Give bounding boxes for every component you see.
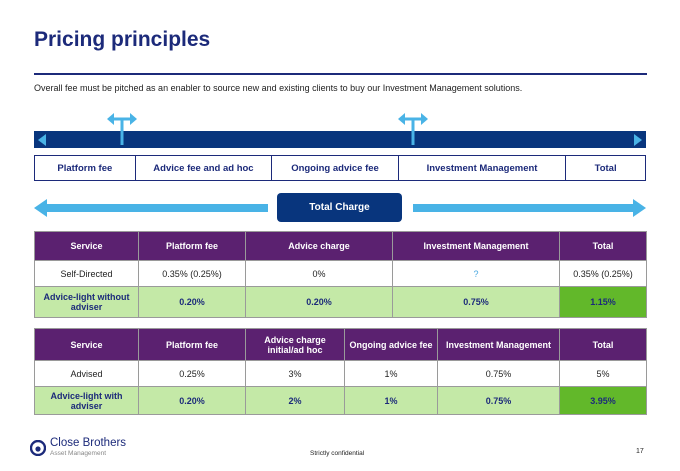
total-charge-row: Total Charge — [34, 193, 646, 223]
fee-segment-advice: Advice fee and ad hoc — [136, 156, 273, 180]
table-row: Advice-light with adviser 0.20% 2% 1% 0.… — [34, 386, 647, 415]
fee-segment-platform: Platform fee — [35, 156, 136, 180]
table-cell: Advised — [34, 360, 139, 387]
table-cell: Advice-light with adviser — [34, 386, 139, 415]
slide-subtitle: Overall fee must be pitched as an enable… — [34, 83, 523, 93]
close-brothers-logo-icon — [30, 439, 46, 456]
table-cell: 3% — [245, 360, 345, 387]
table-cell: 1% — [344, 360, 438, 387]
table-header: Total — [559, 231, 647, 261]
table-cell: 0.20% — [138, 386, 246, 415]
table-row: Advice-light without adviser 0.20% 0.20%… — [34, 286, 647, 318]
table-header: Platform fee — [138, 231, 246, 261]
brand-name: Close Brothers — [50, 437, 127, 449]
title-rule — [34, 73, 647, 75]
table-header: Service — [34, 231, 139, 261]
table-header: Platform fee — [138, 328, 246, 361]
table-header: Total — [559, 328, 647, 361]
table-cell: 0.35% (0.25%) — [138, 260, 246, 287]
fee-segment-investment: Investment Management — [399, 156, 567, 180]
range-marker-left-icon — [107, 111, 137, 145]
table-header: Ongoing advice fee — [344, 328, 438, 361]
table-cell: Self-Directed — [34, 260, 139, 287]
table-header: Advice charge initial/ad hoc — [245, 328, 345, 361]
brand-subname: Asset Management — [50, 449, 107, 457]
table-cell: Advice-light without adviser — [34, 286, 139, 318]
table-row: Advised 0.25% 3% 1% 0.75% 5% — [34, 360, 647, 387]
table-cell: 0.20% — [245, 286, 393, 318]
table-cell: 0.75% — [392, 286, 560, 318]
left-arrow-shaft — [46, 204, 268, 212]
right-arrow-icon — [633, 199, 646, 217]
table-header: Advice charge — [245, 231, 393, 261]
table-cell: 0.25% — [138, 360, 246, 387]
table-cell: 0% — [245, 260, 393, 287]
slide-title: Pricing principles — [34, 28, 211, 51]
table-cell: 5% — [559, 360, 647, 387]
table-row: Self-Directed 0.35% (0.25%) 0% ? 0.35% (… — [34, 260, 647, 287]
right-arrow-shaft — [413, 204, 634, 212]
brand-logo: Close Brothers Asset Management — [30, 437, 127, 457]
right-arrow-icon — [634, 134, 642, 146]
table-cell: 2% — [245, 386, 345, 415]
pricing-table-self-directed: Service Platform fee Advice charge Inves… — [34, 231, 647, 318]
table-cell: ? — [392, 260, 560, 287]
fee-components-bar: Platform fee Advice fee and ad hoc Ongoi… — [34, 155, 646, 181]
left-arrow-icon — [38, 134, 46, 146]
page-number: 17 — [636, 448, 644, 455]
table-cell: 3.95% — [559, 386, 647, 415]
table-cell: 0.35% (0.25%) — [559, 260, 647, 287]
table-cell: 1.15% — [559, 286, 647, 318]
table-cell: 0.20% — [138, 286, 246, 318]
table-header: Service — [34, 328, 139, 361]
total-charge-button[interactable]: Total Charge — [277, 193, 402, 222]
confidential-label: Strictly confidential — [310, 450, 365, 457]
table-cell: 0.75% — [437, 360, 560, 387]
table-cell: 0.75% — [437, 386, 560, 415]
fee-range-bar — [34, 131, 646, 148]
pricing-table-advised: Service Platform fee Advice charge initi… — [34, 328, 647, 415]
table-header: Investment Management — [437, 328, 560, 361]
table-header: Investment Management — [392, 231, 560, 261]
fee-segment-total: Total — [594, 162, 617, 174]
table-cell: 1% — [344, 386, 438, 415]
fee-segment-ongoing: Ongoing advice fee — [272, 156, 399, 180]
range-marker-right-icon — [398, 111, 428, 145]
left-arrow-icon — [34, 199, 47, 217]
